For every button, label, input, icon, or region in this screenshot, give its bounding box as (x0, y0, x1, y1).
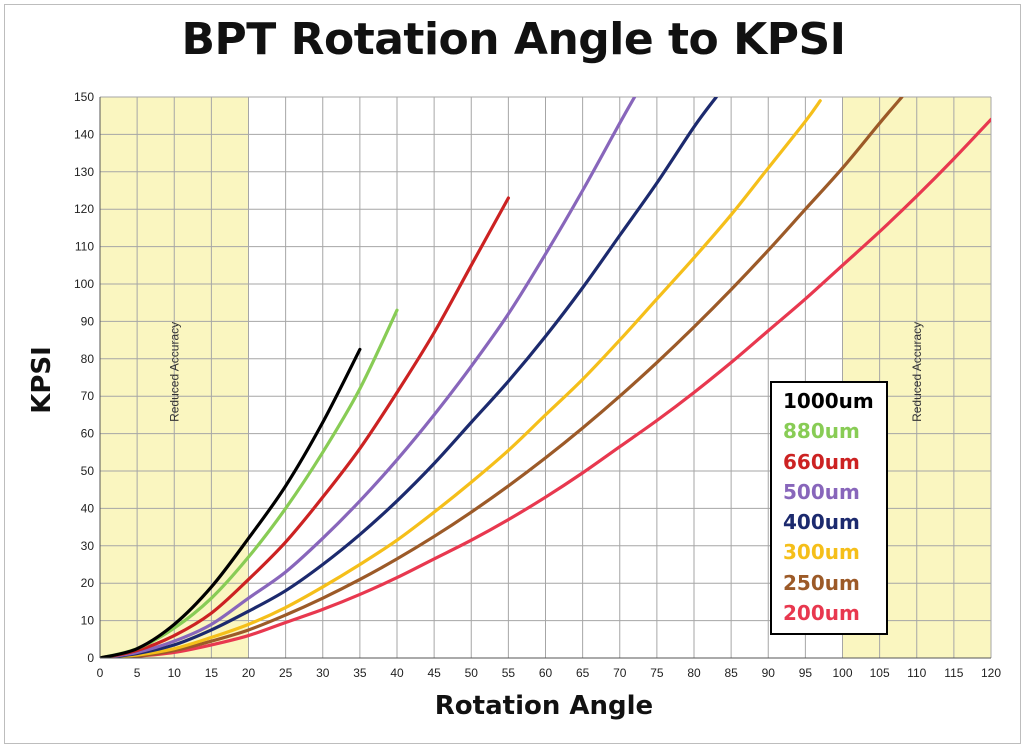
x-tick-label: 105 (870, 666, 890, 680)
x-tick-label: 100 (832, 666, 852, 680)
shaded-region-label-1: Reduced Accuracy (910, 322, 924, 422)
x-tick-label: 25 (279, 666, 293, 680)
legend-item-250um: 250um (783, 570, 860, 595)
chart-title: BPT Rotation Angle to KPSI (181, 14, 846, 65)
x-tick-label: 20 (242, 666, 256, 680)
y-tick-label: 130 (74, 165, 94, 179)
x-tick-label: 85 (724, 666, 738, 680)
y-tick-label: 20 (81, 576, 95, 590)
x-tick-label: 5 (134, 666, 141, 680)
y-tick-label: 150 (74, 90, 94, 104)
y-tick-label: 80 (81, 352, 95, 366)
y-tick-label: 0 (87, 651, 94, 665)
x-tick-label: 65 (576, 666, 590, 680)
x-tick-label: 75 (650, 666, 664, 680)
y-tick-label: 140 (74, 127, 94, 141)
y-tick-label: 40 (81, 501, 95, 515)
y-tick-label: 90 (81, 314, 95, 328)
x-tick-label: 30 (316, 666, 330, 680)
x-tick-label: 45 (427, 666, 441, 680)
y-tick-label: 120 (74, 202, 94, 216)
x-tick-label: 60 (539, 666, 553, 680)
x-tick-label: 55 (502, 666, 516, 680)
series-line-300um (100, 99, 822, 658)
series-line-660um (100, 196, 510, 658)
x-tick-label: 0 (97, 666, 104, 680)
x-tick-label: 95 (799, 666, 813, 680)
x-tick-label: 40 (390, 666, 404, 680)
x-tick-label: 120 (981, 666, 1001, 680)
x-tick-label: 80 (687, 666, 701, 680)
y-tick-label: 110 (75, 240, 94, 254)
y-axis-title: KPSI (27, 346, 57, 414)
x-tick-label: 35 (353, 666, 367, 680)
y-tick-label: 60 (81, 427, 95, 441)
legend: 1000um 880um 660um 500um 400um 300um 250um 200u… (770, 381, 888, 635)
y-tick-label: 70 (81, 389, 95, 403)
series-line-1000um (100, 347, 362, 658)
legend-item-660um: 660um (783, 449, 860, 474)
series-line-400um (100, 97, 718, 658)
series-line-500um (100, 97, 637, 658)
legend-item-400um: 400um (783, 510, 860, 535)
x-axis-title: Rotation Angle (435, 691, 653, 721)
shaded-region-label-0: Reduced Accuracy (167, 322, 181, 422)
x-tick-label: 50 (465, 666, 479, 680)
y-tick-label: 100 (74, 277, 94, 291)
x-tick-label: 90 (762, 666, 776, 680)
y-tick-label: 50 (81, 464, 95, 478)
x-tick-label: 10 (168, 666, 182, 680)
legend-item-500um: 500um (783, 479, 860, 504)
legend-item-1000um: 1000um (783, 389, 874, 413)
series-line-250um (100, 97, 904, 658)
legend-item-300um: 300um (783, 540, 860, 565)
legend-item-880um: 880um (783, 419, 860, 444)
x-tick-label: 115 (944, 666, 963, 680)
x-tick-label: 70 (613, 666, 627, 680)
legend-item-200um: 200um (783, 601, 860, 626)
y-tick-label: 30 (81, 539, 95, 553)
series-line-200um (100, 117, 991, 658)
y-tick-label: 10 (81, 614, 95, 628)
x-tick-label: 110 (907, 666, 926, 680)
x-tick-label: 15 (205, 666, 219, 680)
